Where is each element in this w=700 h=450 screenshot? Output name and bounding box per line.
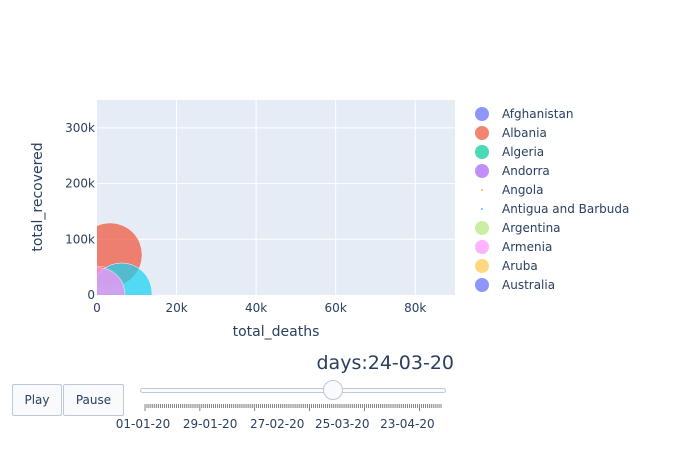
slider-handle[interactable] [322, 380, 343, 400]
legend-marker [475, 278, 489, 292]
legend-item-afghanistan[interactable]: Afghanistan [475, 107, 573, 121]
x-tick-label: 60k [325, 301, 347, 315]
legend-label: Angola [502, 183, 543, 197]
y-axis-title: total_recovered [30, 142, 46, 251]
play-button[interactable]: Play [12, 384, 62, 416]
legend-item-algeria[interactable]: Algeria [475, 145, 544, 159]
x-axis-title: total_deaths [233, 324, 320, 340]
plot-background [97, 100, 455, 295]
legend-marker [475, 126, 489, 140]
pause-button[interactable]: Pause [63, 384, 124, 416]
legend-item-argentina[interactable]: Argentina [475, 221, 561, 235]
legend-item-antigua-and-barbuda[interactable]: Antigua and Barbuda [481, 202, 629, 216]
legend-marker [475, 107, 489, 121]
legend-item-armenia[interactable]: Armenia [475, 240, 552, 254]
x-tick-label: 40k [245, 301, 267, 315]
legend-item-andorra[interactable]: Andorra [475, 164, 550, 178]
y-tick-label: 200k [65, 177, 95, 191]
legend-marker [481, 189, 483, 191]
legend-label: Albania [502, 126, 547, 140]
legend-item-angola[interactable]: Angola [481, 183, 543, 197]
slider-date-label: 29-01-20 [182, 417, 238, 431]
legend-marker [475, 164, 489, 178]
y-tick-label: 300k [65, 121, 95, 135]
y-axis-ticks: 0 100k 200k 300k [65, 121, 95, 302]
legend-label: Andorra [502, 164, 550, 178]
x-tick-label: 0 [93, 301, 101, 315]
slider-date-label: 25-03-20 [315, 417, 370, 431]
legend-label: Argentina [502, 221, 561, 235]
x-tick-label: 20k [165, 301, 187, 315]
data-points [71, 222, 153, 322]
legend-marker [475, 240, 489, 254]
legend-label: Afghanistan [502, 107, 573, 121]
slider-date-label: 27-02-20 [249, 417, 305, 431]
x-tick-label: 80k [404, 301, 426, 315]
legend-marker [475, 145, 489, 159]
legend-marker [481, 208, 483, 210]
slider-track[interactable] [140, 388, 446, 393]
slider-prefix: days: [316, 352, 368, 374]
slider-date-label: 23-04-20 [380, 417, 435, 431]
legend-item-albania[interactable]: Albania [475, 126, 547, 140]
legend-label: Algeria [502, 145, 544, 159]
x-axis-ticks: 0 20k 40k 60k 80k [93, 301, 426, 315]
legend-item-aruba[interactable]: Aruba [475, 259, 538, 273]
legend-label: Aruba [502, 259, 538, 273]
slider-current-value: days:24-03-20 [317, 352, 455, 374]
y-tick-label: 0 [87, 288, 95, 302]
legend-item-australia[interactable]: Australia [475, 278, 555, 292]
y-tick-label: 100k [65, 232, 95, 246]
legend-marker [475, 221, 489, 235]
legend-label: Australia [502, 278, 555, 292]
slider-date-label: 01-01-20 [115, 417, 171, 431]
legend: Afghanistan Albania Algeria Andorra Angola An… [475, 107, 629, 292]
slider-value: 24-03-20 [367, 352, 454, 374]
bubble-armenia[interactable] [71, 267, 126, 322]
legend-marker [475, 259, 489, 273]
legend-label: Antigua and Barbuda [502, 202, 629, 216]
grid-lines [97, 100, 455, 295]
legend-label: Armenia [502, 240, 552, 254]
